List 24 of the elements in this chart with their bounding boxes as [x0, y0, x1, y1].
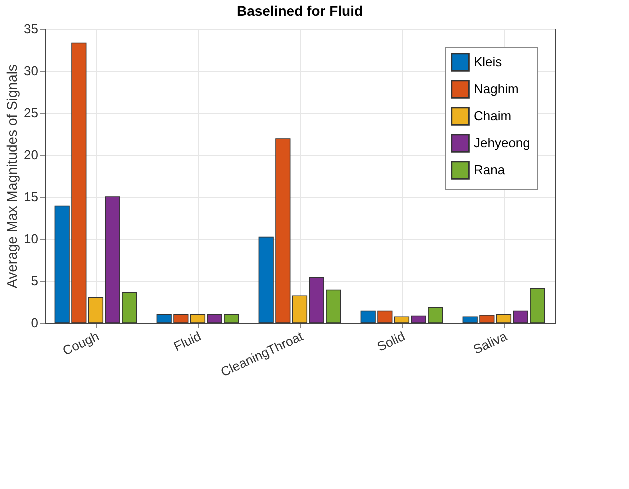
legend-label: Naghim [474, 82, 519, 96]
y-tick-label: 30 [24, 64, 38, 78]
y-axis-title: Average Max Magnitudes of Signals [4, 64, 20, 288]
bar [88, 297, 104, 324]
bar [394, 316, 410, 324]
y-tick-label: 15 [24, 190, 38, 204]
x-tick-label: Fluid [172, 328, 204, 354]
y-tick-label: 20 [24, 148, 38, 162]
legend-label: Jehyeong [474, 136, 530, 150]
legend-label: Chaim [474, 108, 512, 124]
bar [190, 314, 206, 324]
x-tick-label: Solid [374, 328, 408, 355]
y-tick-label: 35 [24, 22, 38, 36]
y-tick-label: 0 [31, 316, 38, 330]
x-tick-label: Saliva [471, 328, 510, 358]
legend-label: Rana [474, 162, 506, 178]
y-tick-label: 5 [31, 274, 38, 288]
bar [496, 314, 512, 324]
y-tick-label: 10 [24, 232, 38, 246]
legend-label: Kleis [474, 54, 503, 70]
y-tick-label: 25 [24, 106, 38, 120]
bar [292, 296, 308, 324]
x-tick-label: Cough [60, 328, 102, 358]
chart-title: Baselined for Fluid [236, 3, 364, 19]
